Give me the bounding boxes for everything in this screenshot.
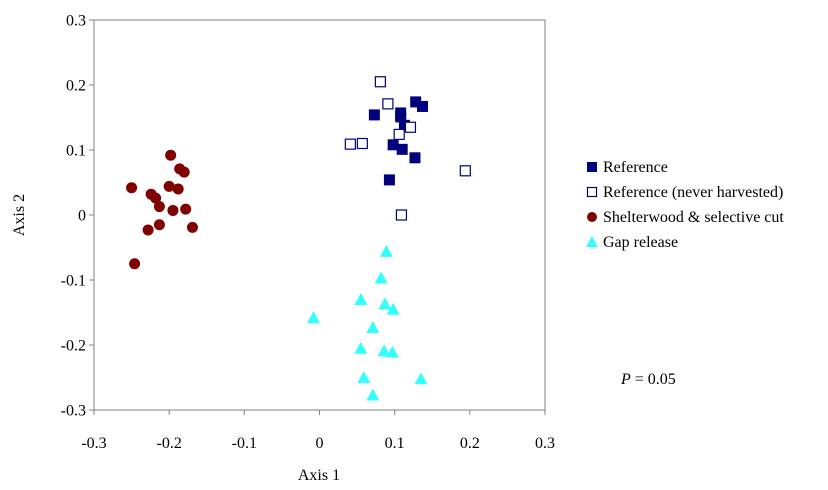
data-point-series-3 bbox=[142, 224, 154, 236]
x-tick-label: 0.1 bbox=[385, 435, 405, 452]
legend-marker-3 bbox=[587, 212, 597, 222]
p-value-annotation: P = 0.05 bbox=[620, 371, 676, 388]
data-point-series-3 bbox=[167, 204, 179, 216]
data-point-series-4 bbox=[354, 341, 368, 354]
data-point-series-2 bbox=[356, 137, 368, 150]
data-point-series-4 bbox=[378, 297, 392, 310]
data-point-series-2 bbox=[404, 121, 417, 133]
data-point-series-2 bbox=[382, 98, 394, 110]
data-point-series-4 bbox=[374, 271, 388, 284]
data-point-series-1 bbox=[368, 109, 380, 121]
legend: Reference Reference (never harvested) Shel… bbox=[586, 159, 784, 251]
data-point-series-1 bbox=[383, 174, 395, 186]
legend-label-4: Gap release bbox=[603, 234, 678, 251]
data-point-series-1 bbox=[398, 119, 410, 131]
y-tick-label: -0.1 bbox=[61, 273, 86, 290]
data-point-series-2 bbox=[374, 76, 386, 88]
y-tick-label: -0.3 bbox=[61, 403, 86, 420]
data-point-series-4 bbox=[306, 311, 320, 324]
data-point-series-3 bbox=[129, 258, 141, 270]
legend-label-3: Shelterwood & selective cut bbox=[603, 209, 784, 226]
data-point-series-1 bbox=[387, 139, 399, 151]
y-tick-label: 0.1 bbox=[66, 143, 86, 160]
x-tick-label: 0.3 bbox=[535, 435, 555, 452]
data-points bbox=[126, 76, 471, 401]
data-point-series-3 bbox=[172, 183, 184, 195]
y-tick-label: 0 bbox=[78, 208, 86, 225]
y-axis-label: Axis 2 bbox=[11, 194, 28, 236]
p-value-text: = 0.05 bbox=[631, 371, 676, 388]
legend-label-1: Reference bbox=[603, 159, 668, 176]
data-point-series-1 bbox=[396, 143, 408, 155]
data-point-series-3 bbox=[180, 203, 192, 215]
axes: -0.3 -0.2 -0.1 0 0.1 0.2 0.3 0.3 0.2 0.1 0 -0.1 -0.2… bbox=[61, 13, 555, 453]
x-tick-label: -0.1 bbox=[232, 435, 257, 452]
data-point-series-1 bbox=[416, 100, 428, 112]
data-point-series-4 bbox=[357, 371, 371, 383]
data-point-series-2 bbox=[459, 165, 471, 177]
y-tick-label: 0.3 bbox=[66, 13, 86, 30]
data-point-series-4 bbox=[377, 344, 391, 357]
legend-marker-4 bbox=[586, 236, 598, 247]
data-point-series-4 bbox=[366, 320, 380, 333]
data-point-series-3 bbox=[165, 149, 177, 161]
x-tick-label: 0 bbox=[316, 435, 324, 452]
x-tick-label: 0.2 bbox=[460, 435, 480, 452]
x-tick-label: -0.3 bbox=[81, 435, 106, 452]
y-tick-label: -0.2 bbox=[61, 338, 86, 355]
data-point-series-4 bbox=[366, 388, 380, 401]
data-point-series-1 bbox=[410, 96, 422, 108]
data-point-series-2 bbox=[344, 138, 356, 150]
data-point-series-4 bbox=[414, 372, 428, 385]
data-point-series-3 bbox=[153, 219, 165, 231]
plot-area bbox=[93, 19, 546, 411]
p-symbol: P bbox=[620, 371, 631, 388]
legend-marker-1 bbox=[587, 162, 597, 172]
x-axis-label: Axis 1 bbox=[298, 467, 340, 484]
data-point-series-1 bbox=[395, 111, 407, 123]
data-point-series-3 bbox=[186, 221, 198, 233]
legend-label-2: Reference (never harvested) bbox=[603, 184, 783, 201]
data-point-series-3 bbox=[153, 201, 165, 213]
data-point-series-3 bbox=[126, 182, 138, 194]
data-point-series-3 bbox=[178, 166, 190, 178]
y-tick-label: 0.2 bbox=[66, 78, 86, 95]
legend-marker-2 bbox=[586, 186, 598, 198]
data-point-series-4 bbox=[354, 293, 368, 305]
data-point-series-2 bbox=[395, 209, 408, 221]
data-point-series-2 bbox=[393, 128, 405, 140]
data-point-series-3 bbox=[163, 180, 175, 192]
x-tick-label: -0.2 bbox=[157, 435, 182, 452]
data-point-series-4 bbox=[385, 345, 399, 358]
data-point-series-3 bbox=[150, 192, 162, 204]
data-point-series-1 bbox=[409, 152, 421, 164]
data-point-series-4 bbox=[379, 244, 393, 257]
data-point-series-4 bbox=[386, 302, 400, 315]
